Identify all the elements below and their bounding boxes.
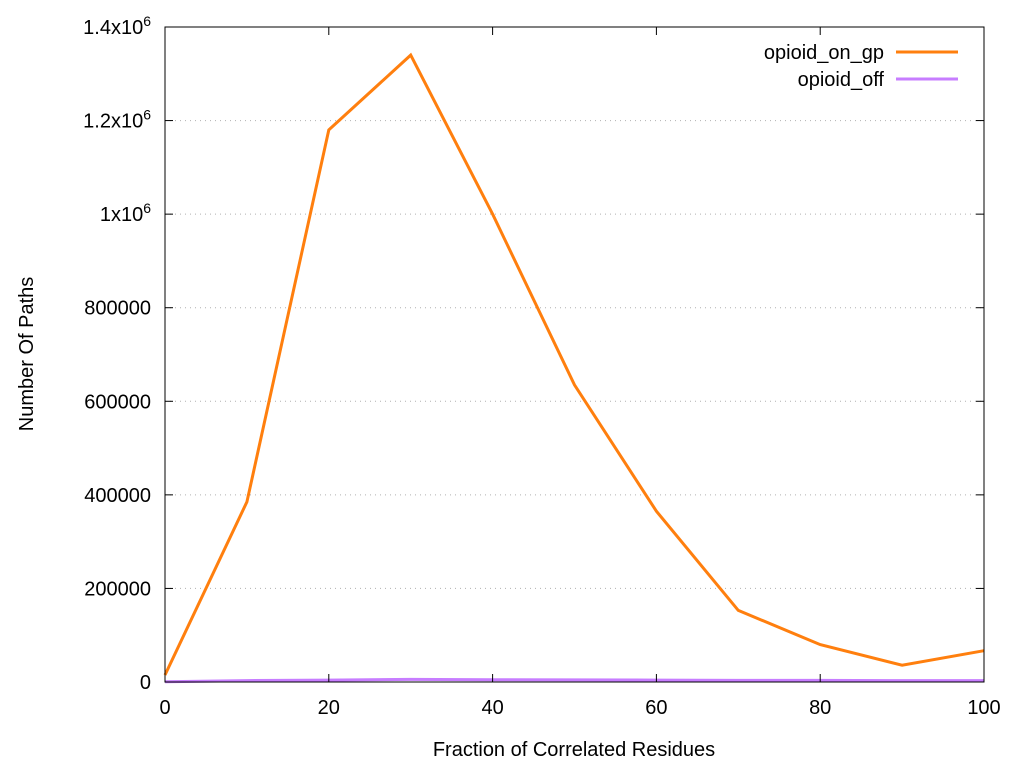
y-tick-label: 400000: [84, 485, 151, 507]
x-axis-title: Fraction of Correlated Residues: [433, 739, 715, 761]
legend-label: opioid_on_gp: [764, 42, 884, 64]
y-tick-label: 1.2x106: [83, 107, 151, 133]
grid-layer: [165, 120, 984, 589]
series-line-opioid_on_gp: [163, 52, 985, 676]
y-tick-label: 0: [140, 672, 151, 694]
x-tick-label: 20: [318, 697, 340, 719]
x-tick-label: 0: [159, 697, 170, 719]
y-tick-label: 1.4x106: [83, 13, 151, 39]
y-tick-label: 1x106: [100, 200, 151, 226]
x-tick-label: 60: [645, 697, 667, 719]
y-tick-label: 600000: [84, 391, 151, 413]
x-tick-label: 100: [967, 697, 1000, 719]
plot-frame: [164, 26, 985, 683]
x-tick-label: 80: [809, 697, 831, 719]
y-tick-labels: 0 200000 400000 600000 800000 1x106 1.2x106 1.4…: [83, 13, 151, 694]
x-tick-labels: 0 20 40 60 80 100: [159, 697, 1000, 719]
tick-layer: [164, 26, 985, 683]
legend-label: opioid_off: [798, 69, 885, 91]
y-tick-label: 200000: [84, 578, 151, 600]
x-tick-label: 40: [481, 697, 503, 719]
series-line-opioid_off: [164, 677, 984, 684]
legend: opioid_on_gp opioid_off: [764, 42, 958, 91]
y-tick-label: 800000: [84, 298, 151, 320]
y-axis-title: Number Of Paths: [16, 277, 38, 432]
series-layer: [163, 52, 985, 684]
